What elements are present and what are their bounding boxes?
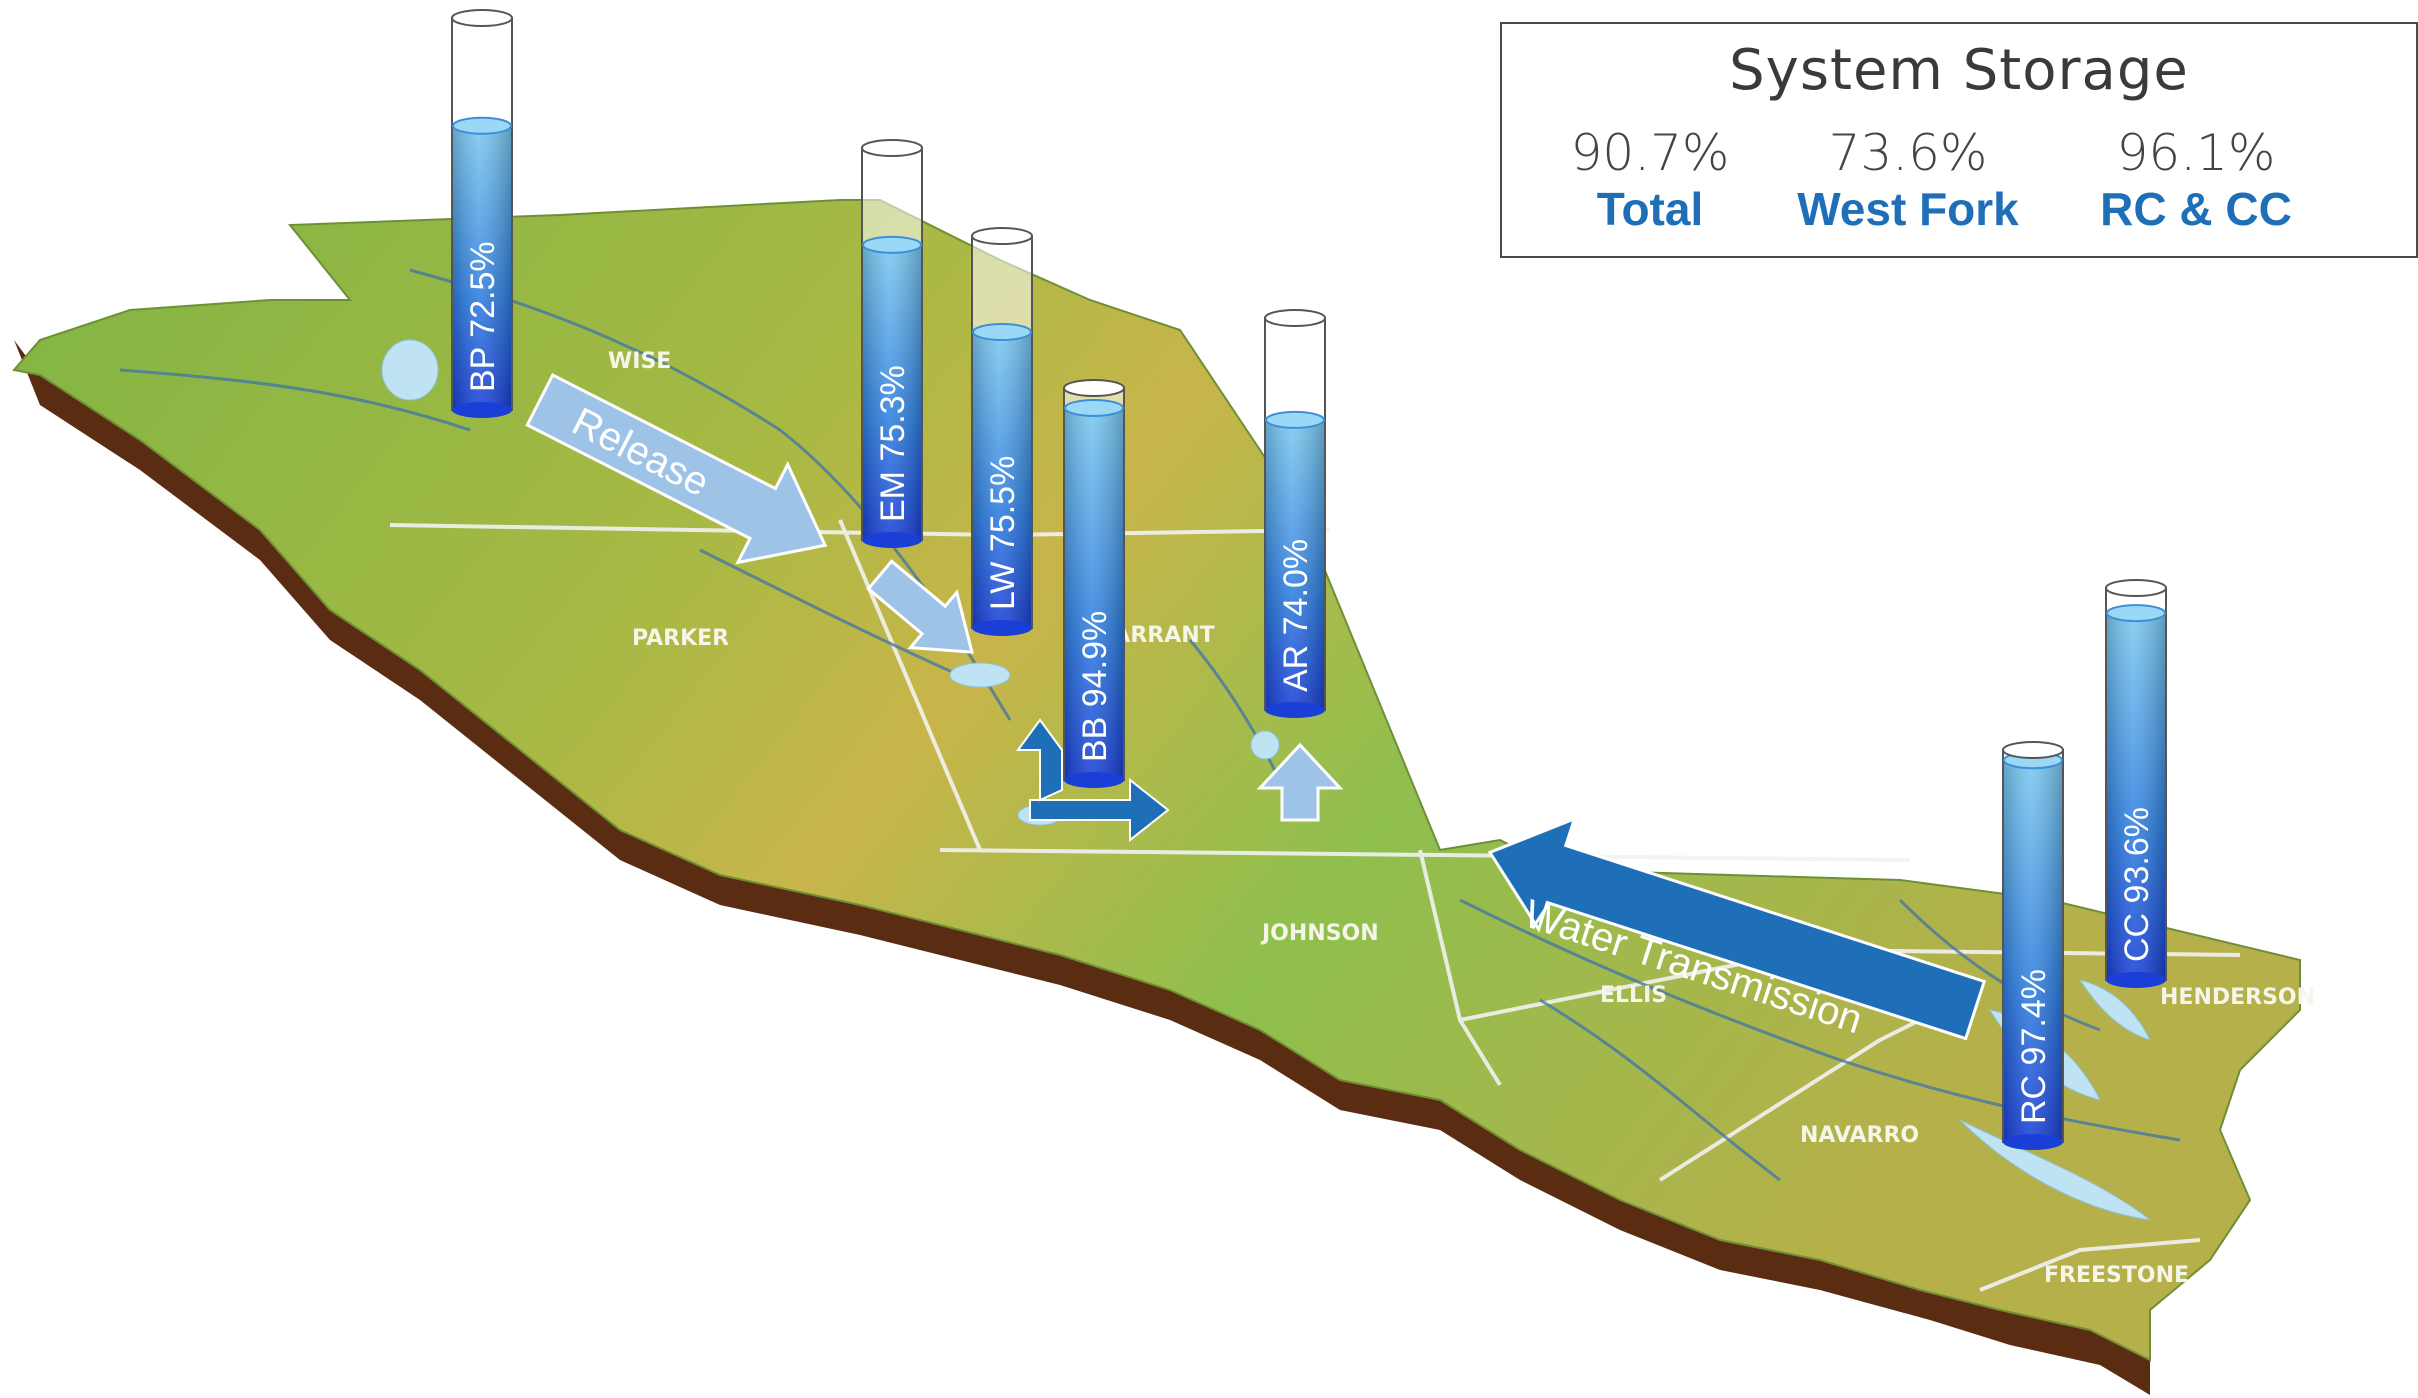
gauge-water-shade xyxy=(973,332,1031,628)
gauge-base xyxy=(452,402,512,418)
system-storage-panel: System Storage 90.7% Total 73.6% West Fo… xyxy=(1500,22,2418,258)
gauge-bp: BP 72.5% xyxy=(451,9,513,418)
gauge-water-shade xyxy=(1266,419,1324,710)
stat-west-fork-value: 73.6% xyxy=(1828,124,1988,182)
reservoir-gauges: BP 72.5% EM 75.3% LW 75.5% BB 94.9% AR 74.0%… xyxy=(451,9,2167,1150)
gauge-label: RC 97.4% xyxy=(2015,969,2053,1124)
gauge-water-shade xyxy=(2004,760,2062,1142)
stat-rc-cc: 96.1% RC & CC xyxy=(2046,124,2346,236)
gauge-water-surface xyxy=(972,323,1032,342)
gauge-base xyxy=(972,620,1032,636)
gauge-base xyxy=(1265,702,1325,718)
gauge-rim xyxy=(2002,741,2064,759)
gauge-water-shade xyxy=(2107,613,2165,980)
county-label-freestone: FREESTONE xyxy=(2044,1263,2189,1288)
stat-total-label: Total xyxy=(1596,183,1704,235)
county-label-ellis: ELLIS xyxy=(1600,983,1667,1008)
gauge-label: BP 72.5% xyxy=(464,241,502,392)
gauge-rc: RC 97.4% xyxy=(2002,741,2064,1150)
gauge-rim xyxy=(2105,579,2167,597)
gauge-water-shade xyxy=(863,244,921,540)
lw-inflow-arrow xyxy=(866,559,974,654)
gauge-water-surface xyxy=(452,116,512,135)
gauge-cc: CC 93.6% xyxy=(2105,579,2167,988)
map-terrain xyxy=(12,199,2301,1362)
gauge-base xyxy=(862,532,922,548)
gauge-water-surface xyxy=(2106,604,2166,623)
stat-rc-cc-label: RC & CC xyxy=(2100,183,2292,235)
county-label-parker: PARKER xyxy=(632,626,729,651)
gauge-rim xyxy=(451,9,513,27)
county-label-henderson: HENDERSON xyxy=(2160,985,2315,1010)
gauge-label: LW 75.5% xyxy=(984,456,1022,610)
gauge-ar: AR 74.0% xyxy=(1264,309,1326,718)
gauge-water-shade xyxy=(1065,407,1123,780)
system-storage-title: System Storage xyxy=(1729,38,2189,103)
stat-west-fork: 73.6% West Fork xyxy=(1758,124,2058,236)
gauge-em: EM 75.3% xyxy=(861,139,923,548)
gauge-rim xyxy=(1063,379,1125,397)
ar-inflow-arrow xyxy=(1256,742,1344,822)
stat-rc-cc-value: 96.1% xyxy=(2116,124,2276,182)
transmission-arrow xyxy=(1487,816,1987,1041)
gauge-bb: BB 94.9% xyxy=(1063,379,1125,788)
stat-total: 90.7% Total xyxy=(1500,124,1800,236)
county-label-navarro: NAVARRO xyxy=(1800,1123,1919,1148)
gauge-water-surface xyxy=(1265,410,1325,429)
stat-west-fork-label: West Fork xyxy=(1797,183,2019,235)
gauge-base xyxy=(2003,1134,2063,1150)
gauge-label: AR 74.0% xyxy=(1277,539,1315,692)
gauge-label: CC 93.6% xyxy=(2118,807,2156,962)
county-label-johnson: JOHNSON xyxy=(1260,921,1379,946)
gauge-label: EM 75.3% xyxy=(874,365,912,522)
county-label-wise: WISE xyxy=(608,349,671,374)
bb-double-arrow xyxy=(1016,718,1170,843)
gauge-rim xyxy=(971,227,1033,245)
gauge-rim xyxy=(1264,309,1326,327)
gauge-water-surface xyxy=(1064,398,1124,417)
gauge-base xyxy=(2106,972,2166,988)
stat-total-value: 90.7% xyxy=(1570,124,1730,182)
gauge-rim xyxy=(861,139,923,157)
gauge-water-shade xyxy=(453,125,511,411)
gauge-water-surface xyxy=(862,235,922,254)
gauge-lw: LW 75.5% xyxy=(971,227,1033,636)
gauge-label: BB 94.9% xyxy=(1076,611,1114,762)
gauge-base xyxy=(1064,772,1124,788)
